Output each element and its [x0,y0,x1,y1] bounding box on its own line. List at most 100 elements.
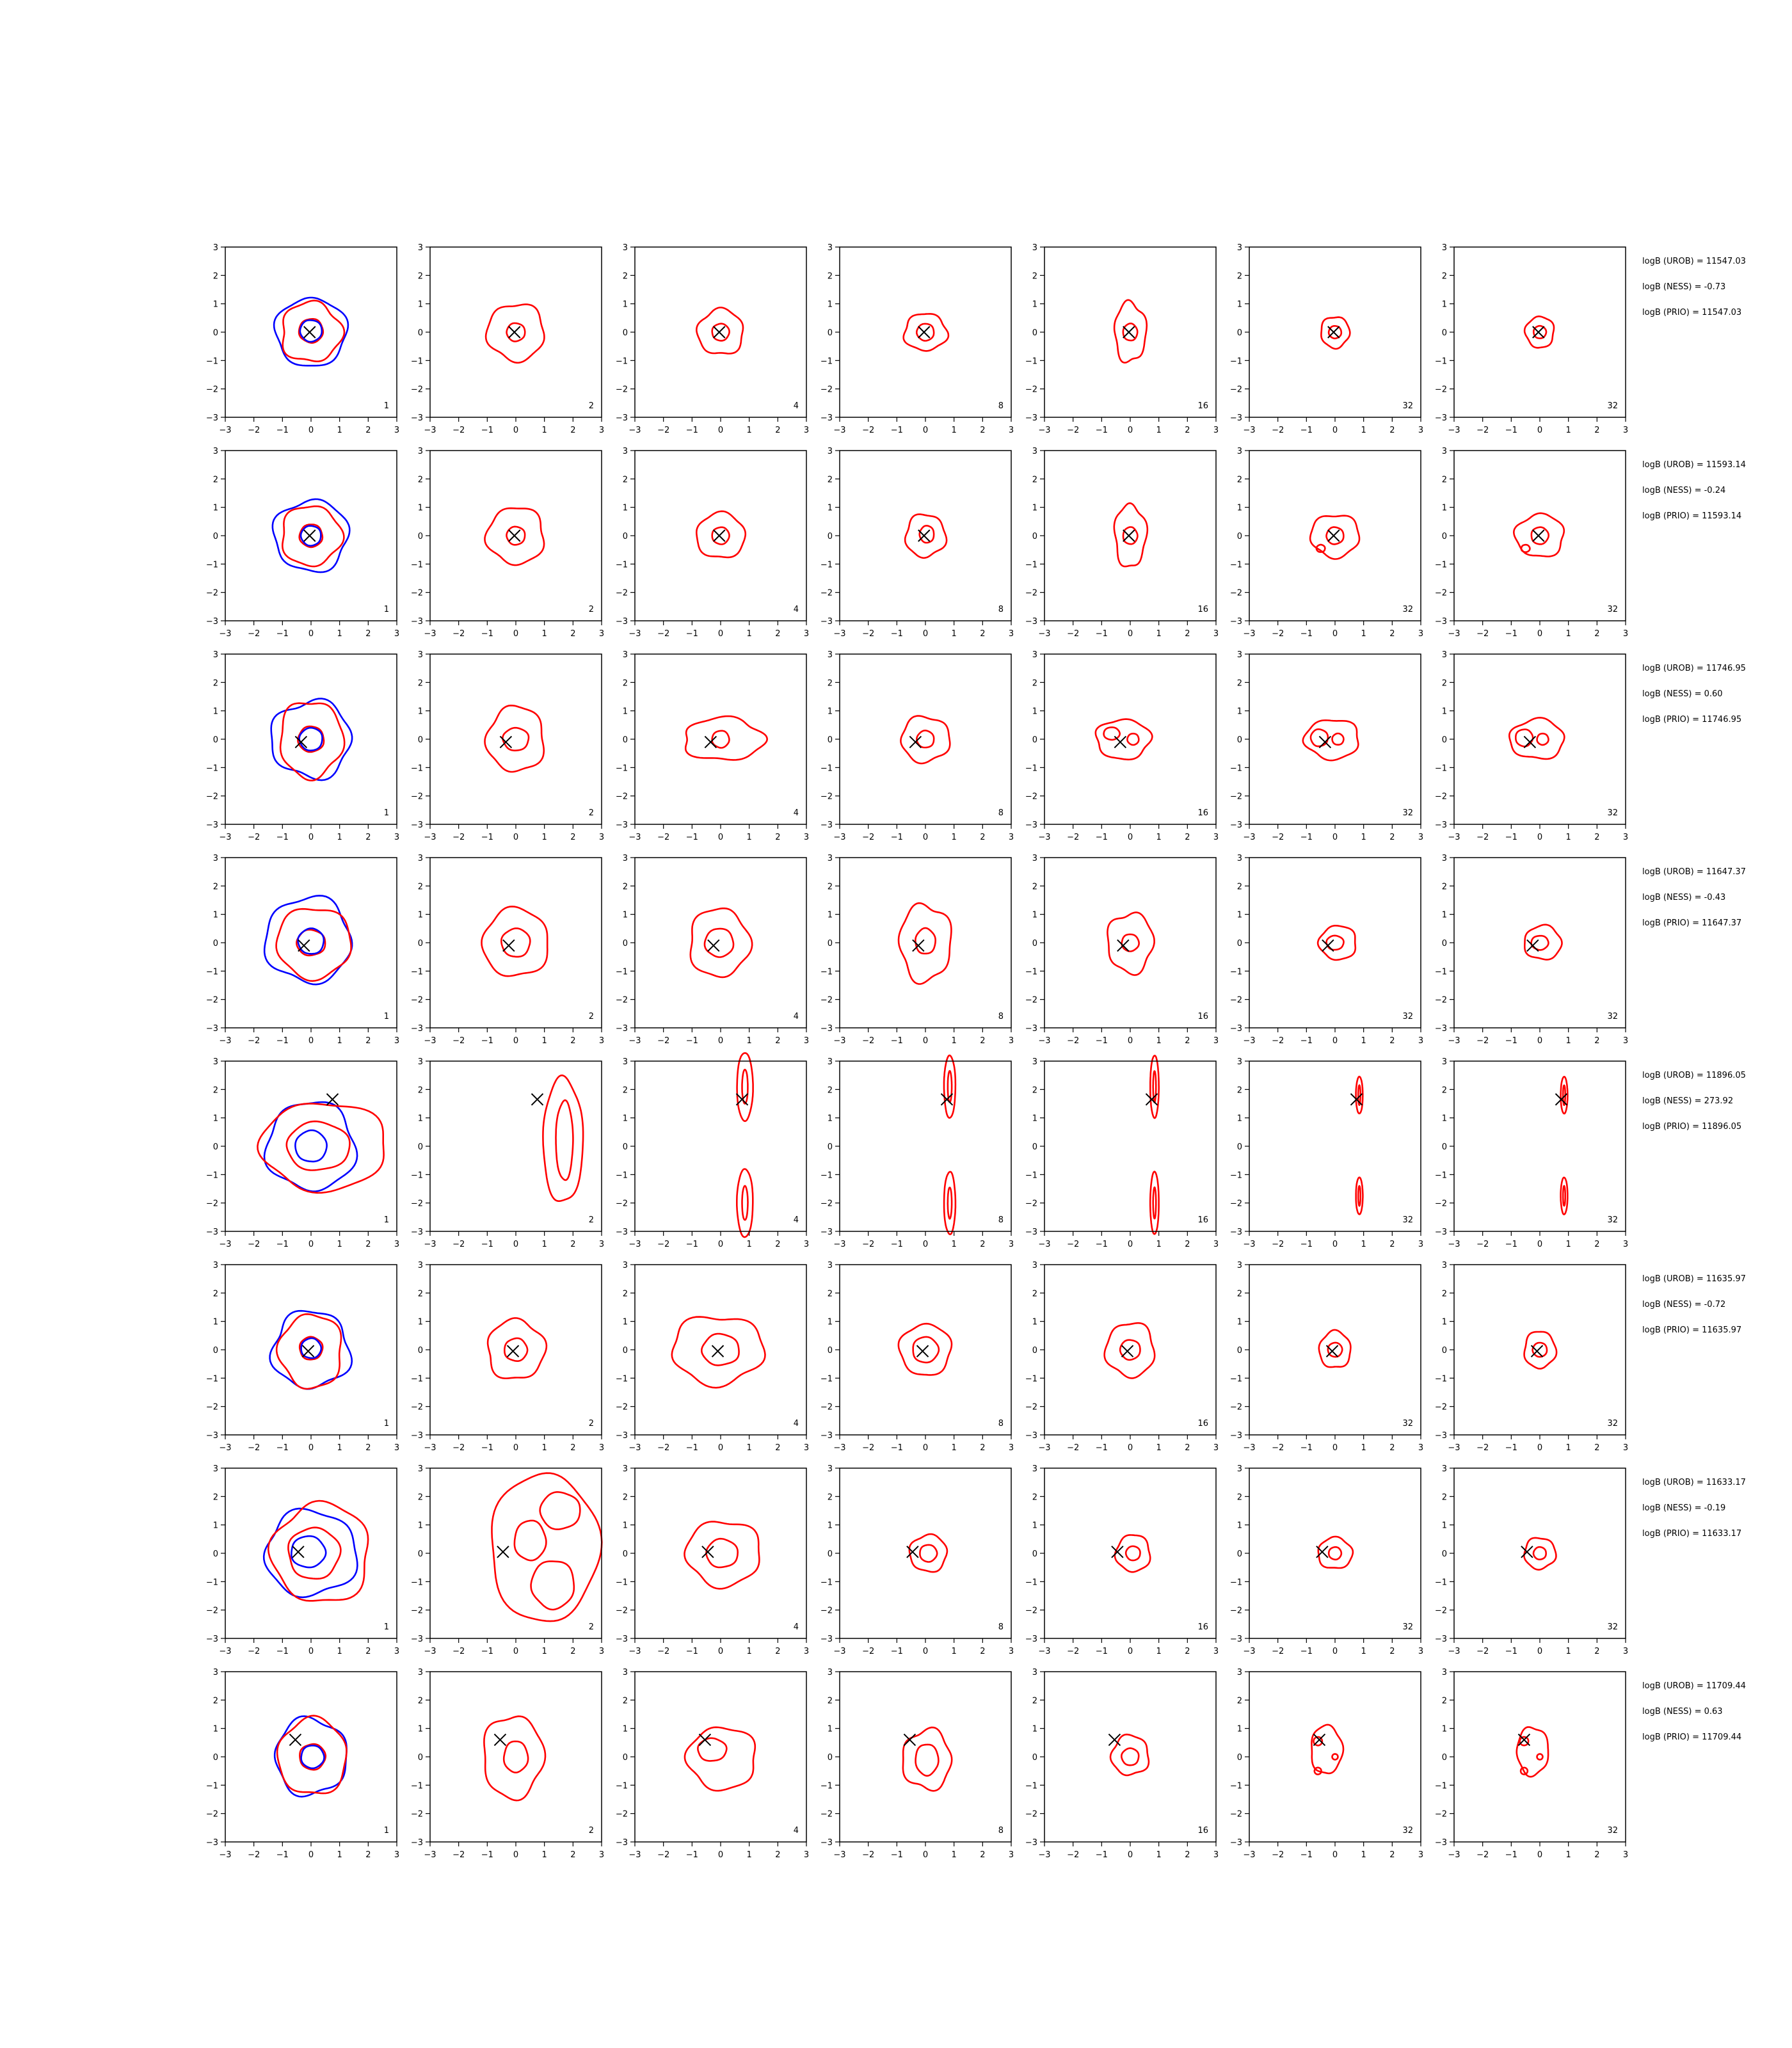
x-tick-label: −1 [1300,1443,1313,1453]
y-tick-label: 1 [213,707,218,717]
x-tick-label: 3 [599,426,604,435]
axes-frame [839,246,1012,418]
axes-frame [1249,450,1421,621]
x-tick-label: 2 [1185,833,1190,842]
y-tick-label: 1 [213,300,218,310]
x-tick-label: 3 [394,426,399,435]
x-tick-label: 1 [542,1036,547,1046]
x-tick-label: −2 [862,1647,874,1656]
y-tick-label: 3 [623,243,628,253]
y-tick-label: 0 [623,532,628,541]
x-tick-label: 3 [394,833,399,842]
x-tick-label: 0 [1128,1647,1133,1656]
y-tick-label: −3 [206,1024,218,1034]
contour-line [897,902,952,985]
x-tick-label: −2 [1067,833,1079,842]
y-tick-label: −1 [411,1171,423,1180]
x-tick-label: 3 [1623,1443,1628,1453]
y-tick-label: 1 [1442,911,1447,920]
x-tick-label: −2 [1272,1647,1284,1656]
contour-line [298,524,324,548]
panel-r2-c4: −3−3 −2 −2 −1 −1 0 0 1 1 2 2 3 3 8 [820,447,1014,639]
x-tick-label: −3 [424,1240,436,1249]
marker-x [1530,1345,1544,1357]
x-tick-label: 0 [718,426,723,435]
x-tick-label: −1 [1300,1647,1313,1656]
x-tick-label: 2 [980,426,985,435]
y-tick-label: 3 [1237,1057,1242,1067]
y-tick-label: 2 [1032,1289,1037,1299]
contour-line [1302,719,1359,762]
marker-x [1327,529,1340,542]
panel-corner-label: 32 [1402,401,1413,411]
y-tick-label: 3 [213,1668,218,1677]
panel-r2-c6: −3−3 −2 −2 −1 −1 0 0 1 1 2 2 3 3 32 [1230,447,1423,639]
y-tick-label: 1 [1442,1725,1447,1734]
contour-line [542,1074,584,1202]
y-tick-label: 3 [623,1261,628,1270]
x-tick-label: 1 [1361,1036,1366,1046]
contour-line [915,1743,940,1777]
marker-x [912,939,925,952]
marker-x [1521,1546,1533,1558]
axes-frame [225,246,397,418]
contour-line [943,1054,957,1119]
x-tick-label: −2 [452,426,465,435]
x-tick-label: 0 [513,1443,518,1453]
y-tick-label: 0 [418,1549,423,1559]
panel-r2-c5: −3−3 −2 −2 −1 −1 0 0 1 1 2 2 3 3 16 [1025,447,1219,639]
y-tick-label: 1 [1237,911,1242,920]
x-tick-label: 1 [1361,1850,1366,1860]
x-tick-label: −1 [891,1240,903,1249]
x-tick-label: 2 [1594,426,1599,435]
y-tick-label: −2 [616,1606,628,1616]
y-tick-label: 3 [828,1057,833,1067]
panel-r3-c6: −3−3 −2 −2 −1 −1 0 0 1 1 2 2 3 3 32 [1230,650,1423,842]
logb-annotation: logB (UROB) = 11647.37 [1642,867,1746,877]
panel-corner-label: 32 [1402,1215,1413,1225]
contour-line [539,1491,581,1530]
x-tick-label: 3 [599,833,604,842]
y-tick-label: −1 [206,356,218,366]
x-tick-label: −3 [628,1443,641,1453]
y-tick-label: 2 [213,1289,218,1299]
y-tick-label: −2 [1230,589,1242,598]
axes-frame [1249,1060,1421,1232]
x-tick-label: 2 [775,629,780,639]
x-tick-label: −1 [891,1443,903,1453]
y-tick-label: 0 [623,1346,628,1356]
y-tick-label: −2 [1435,589,1447,598]
x-tick-label: 3 [1623,629,1628,639]
contour-line [300,1337,323,1359]
y-tick-label: 3 [623,650,628,660]
y-tick-label: −3 [616,1228,628,1237]
x-tick-label: 3 [804,1647,809,1656]
y-tick-label: 0 [418,1346,423,1356]
y-tick-label: 2 [213,1085,218,1095]
axes-frame [1453,1468,1626,1639]
x-tick-label: −1 [891,1036,903,1046]
x-tick-label: −1 [891,833,903,842]
contour-line [1355,1075,1364,1115]
x-tick-label: −3 [1243,1443,1255,1453]
x-tick-label: 3 [1418,833,1423,842]
marker-x [508,529,521,542]
axes-frame [225,1060,397,1232]
x-tick-label: 2 [570,1240,575,1249]
x-tick-label: 3 [1009,1240,1014,1249]
y-tick-label: −1 [206,1171,218,1180]
x-tick-label: 0 [1332,1850,1338,1860]
y-tick-label: 1 [623,1114,628,1124]
x-tick-label: −3 [1038,629,1050,639]
axes-frame [634,450,807,621]
y-tick-label: −2 [1025,385,1037,395]
y-tick-label: −2 [1435,385,1447,395]
panel-corner-label: 32 [1402,1419,1413,1428]
x-tick-label: 1 [952,629,957,639]
x-tick-label: 3 [1009,1647,1014,1656]
panel-corner-label: 2 [589,1622,594,1632]
panel-corner-label: 32 [1402,1826,1413,1836]
y-tick-label: −2 [411,1403,423,1412]
axes-frame [839,1468,1012,1639]
x-tick-label: 3 [1418,1647,1423,1656]
